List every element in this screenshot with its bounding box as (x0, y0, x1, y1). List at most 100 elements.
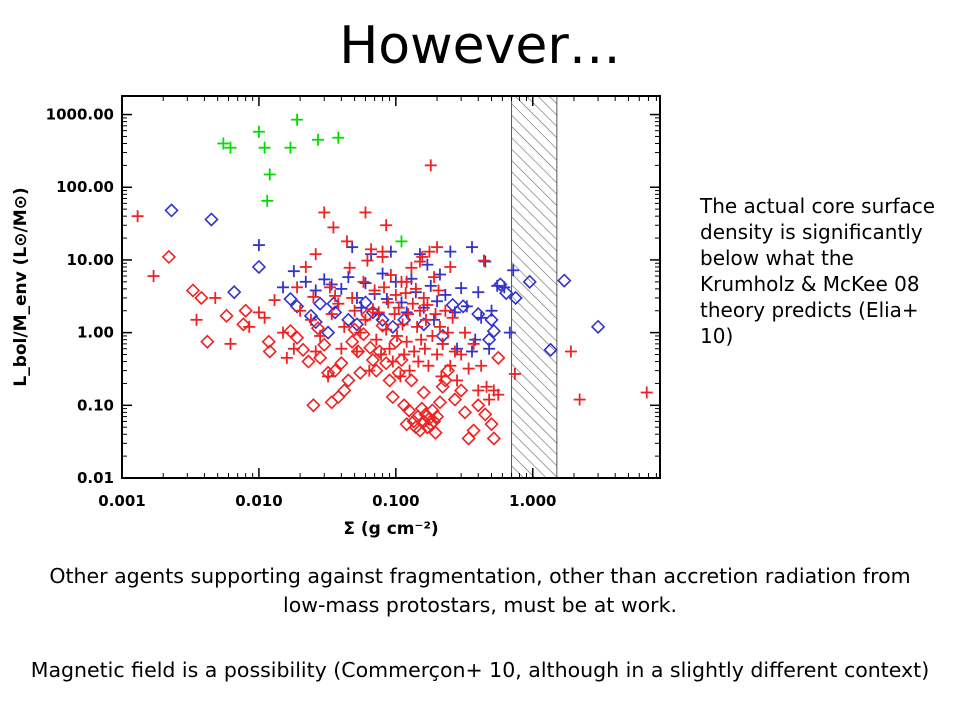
data-point-plus (478, 255, 490, 267)
data-point-diamond (558, 275, 570, 287)
data-point-plus (341, 235, 353, 247)
data-point-plus (479, 256, 491, 268)
data-point-plus (224, 338, 236, 350)
y-tick-label: 0.10 (77, 396, 114, 414)
data-point-plus (310, 248, 322, 260)
data-point-diamond (418, 387, 430, 399)
data-point-diamond (221, 310, 233, 322)
data-point-diamond (447, 299, 459, 311)
data-point-plus (483, 343, 495, 355)
y-tick-label: 1.00 (77, 324, 114, 342)
data-point-diamond (384, 374, 396, 386)
data-point-plus (359, 277, 371, 289)
data-point-plus (449, 345, 461, 357)
data-point-plus (357, 276, 369, 288)
data-point-plus (404, 365, 416, 377)
data-point-plus (312, 134, 324, 146)
data-point-plus (277, 281, 289, 293)
conclusion-text: Other agents supporting against fragment… (30, 562, 930, 620)
data-point-plus (281, 352, 293, 364)
data-point-diamond (163, 251, 175, 263)
data-point-plus (402, 308, 414, 320)
y-tick-label: 0.01 (77, 469, 114, 487)
data-point-diamond (390, 336, 402, 348)
data-point-diamond (205, 213, 217, 225)
data-point-plus (148, 270, 160, 282)
data-point-plus (463, 363, 475, 375)
data-point-diamond (592, 321, 604, 333)
data-point-diamond (237, 318, 249, 330)
data-point-plus (472, 286, 484, 298)
data-point-plus (259, 142, 271, 154)
data-point-plus (426, 330, 438, 342)
data-point-plus (261, 195, 273, 207)
data-point-plus (377, 251, 389, 263)
data-point-plus (327, 221, 339, 233)
data-point-plus (209, 292, 221, 304)
data-point-diamond (434, 396, 446, 408)
data-point-plus (253, 126, 265, 138)
y-tick-label: 10.00 (67, 251, 114, 269)
data-point-plus (431, 349, 443, 361)
data-point-plus (377, 268, 389, 280)
data-point-plus (324, 281, 336, 293)
data-point-diamond (486, 418, 498, 430)
data-point-plus (380, 219, 392, 231)
data-point-plus (300, 261, 312, 273)
data-point-plus (190, 314, 202, 326)
data-point-diamond (479, 408, 491, 420)
y-axis-label: L_bol/M_env (L⊙/M⊙) (11, 187, 31, 386)
data-point-diamond (395, 354, 407, 366)
data-point-plus (322, 370, 334, 382)
data-point-plus (259, 312, 271, 324)
data-point-plus (264, 168, 276, 180)
side-note: The actual core surface density is signi… (700, 193, 950, 349)
data-point-diamond (437, 381, 449, 393)
data-point-diamond (307, 399, 319, 411)
data-point-plus (459, 327, 471, 339)
x-tick-label: 0.100 (372, 492, 419, 510)
data-point-plus (437, 338, 449, 350)
data-point-plus (407, 298, 419, 310)
data-point-plus (243, 321, 255, 333)
data-point-plus (461, 300, 473, 312)
data-point-plus (346, 241, 358, 253)
x-axis-label: Σ (g cm⁻²) (343, 519, 438, 539)
data-point-plus (335, 343, 347, 355)
data-point-plus (288, 265, 300, 277)
hypothesis-text: Magnetic field is a possibility (Commerç… (30, 656, 930, 685)
data-point-diamond (195, 292, 207, 304)
data-point-plus (428, 271, 440, 283)
data-point-diamond (468, 425, 480, 437)
x-tick-label: 0.010 (235, 492, 282, 510)
data-point-diamond (492, 352, 504, 364)
data-point-plus (338, 321, 350, 333)
data-point-plus (641, 387, 653, 399)
x-tick-label: 1.000 (509, 492, 556, 510)
data-point-diamond (228, 286, 240, 298)
data-point-diamond (380, 357, 392, 369)
data-point-plus (253, 306, 265, 318)
data-point-diamond (166, 204, 178, 216)
y-tick-label: 1000.00 (46, 106, 114, 124)
data-point-diamond (240, 305, 252, 317)
data-point-plus (344, 262, 356, 274)
data-point-plus (332, 132, 344, 144)
data-point-plus (318, 206, 330, 218)
data-points (132, 114, 653, 445)
data-point-diamond (459, 406, 471, 418)
data-point-plus (411, 321, 423, 333)
data-point-plus (434, 269, 446, 281)
data-point-plus (455, 282, 467, 294)
data-point-plus (498, 281, 510, 293)
data-point-plus (310, 284, 322, 296)
data-point-diamond (387, 391, 399, 403)
data-point-plus (359, 206, 371, 218)
data-point-plus (435, 370, 447, 382)
data-point-plus (425, 159, 437, 171)
data-point-diamond (201, 336, 213, 348)
data-point-plus (466, 241, 478, 253)
data-point-diamond (314, 298, 326, 310)
data-point-diamond (463, 432, 475, 444)
data-point-plus (284, 142, 296, 154)
